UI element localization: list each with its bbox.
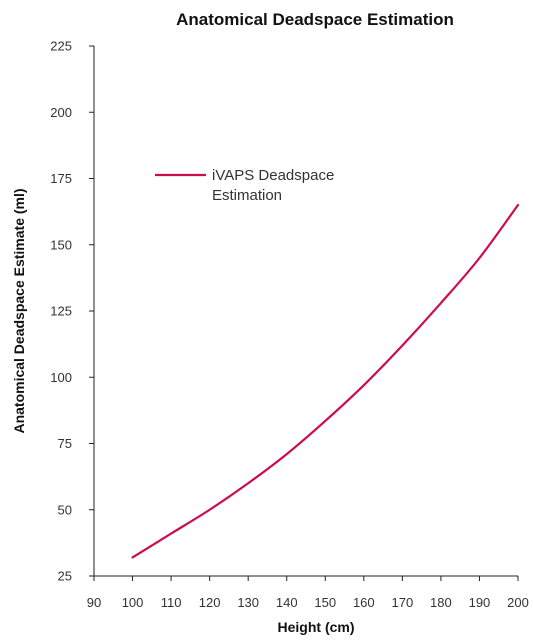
x-tick-label: 90 xyxy=(87,595,101,610)
legend-label-line-2: Estimation xyxy=(212,187,282,204)
y-tick-label: 100 xyxy=(50,370,72,385)
series-line-ivaps xyxy=(131,203,520,559)
y-tick-label: 125 xyxy=(50,304,72,319)
legend-label-line-1: iVAPS Deadspace xyxy=(212,167,334,184)
x-tick-label: 110 xyxy=(161,595,182,610)
y-tick-label: 150 xyxy=(50,237,72,252)
y-tick-label: 75 xyxy=(58,436,72,451)
series-layer xyxy=(131,203,520,559)
x-tick-label: 140 xyxy=(276,595,298,610)
y-tick-label: 175 xyxy=(50,171,72,186)
x-tick-label: 170 xyxy=(392,595,414,610)
x-tick-label: 180 xyxy=(430,595,452,610)
x-tick-label: 130 xyxy=(237,595,259,610)
y-tick-label: 25 xyxy=(58,569,72,584)
x-tick-label: 190 xyxy=(469,595,491,610)
y-axis-ticks: 25 50 75 100 125 150 175 200 225 xyxy=(50,39,94,584)
y-tick-label: 50 xyxy=(58,502,72,517)
legend-label: iVAPS Deadspace Estimation xyxy=(212,167,338,204)
y-tick-label: 200 xyxy=(50,105,72,120)
x-tick-label: 150 xyxy=(314,595,336,610)
x-tick-label: 160 xyxy=(353,595,375,610)
x-tick-label: 100 xyxy=(122,595,144,610)
y-tick-label: 225 xyxy=(50,39,72,54)
x-axis-label: Height (cm) xyxy=(278,619,355,635)
legend: iVAPS Deadspace Estimation xyxy=(155,167,338,204)
x-axis-ticks: 90 100 110 120 130 140 150 160 170 180 190 200 xyxy=(87,576,529,610)
chart-title: Anatomical Deadspace Estimation xyxy=(176,10,454,29)
y-axis-label: Anatomical Deadspace Estimate (ml) xyxy=(11,188,27,433)
x-tick-label: 120 xyxy=(199,595,221,610)
x-tick-label: 200 xyxy=(507,595,529,610)
